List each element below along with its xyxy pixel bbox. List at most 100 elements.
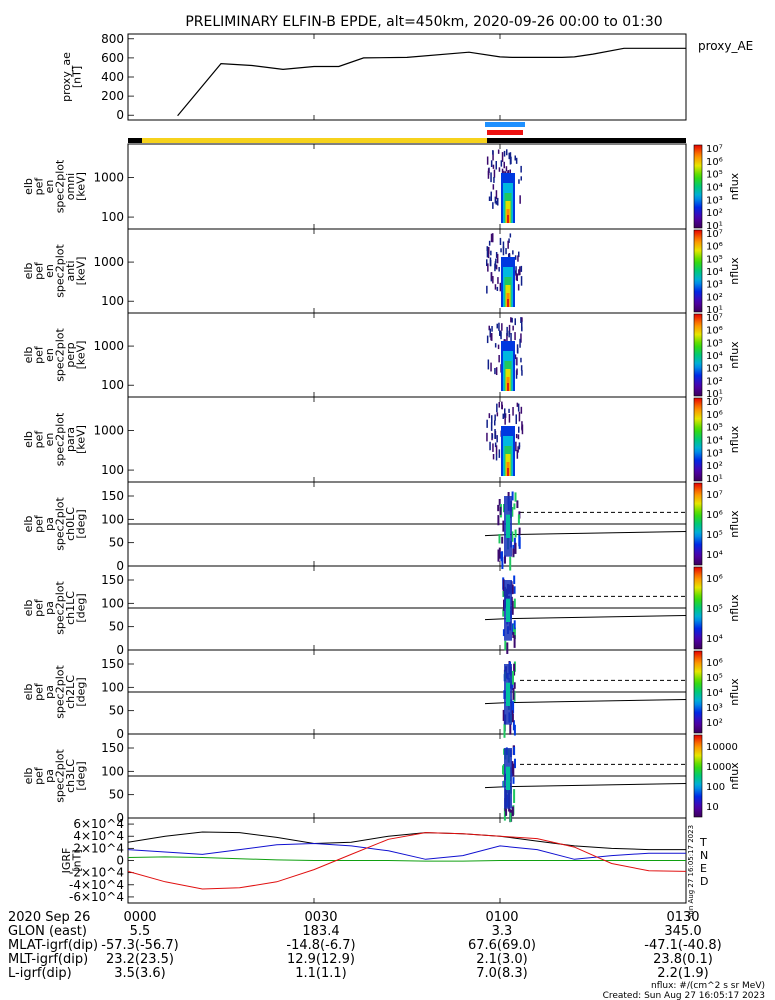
igrf-legend-N: N — [700, 849, 708, 862]
spectrogram-speck — [496, 286, 499, 291]
spectrogram-speck — [494, 284, 497, 290]
colorbar-label: nflux — [728, 762, 741, 790]
pa-speck — [512, 548, 515, 557]
spectrogram-speck — [503, 161, 505, 169]
colorbar-tick-label: 10⁷ — [706, 144, 723, 155]
spectrogram-speck — [521, 317, 523, 322]
colorbar-tick-label: 10⁴ — [706, 436, 723, 447]
status-bar-yellow — [142, 138, 487, 143]
footer-mlt-2: 2.1(3.0) — [476, 952, 528, 967]
footer-mlt-label: MLT-igrf(dip) — [8, 952, 88, 967]
spectrogram-speck — [505, 166, 508, 172]
pa-speck — [513, 627, 516, 640]
colorbar-tick-label: 10⁶ — [706, 326, 723, 337]
footer-lshell-3: 2.2(1.9) — [657, 966, 709, 981]
pa-speck — [506, 642, 509, 654]
y-axis-label: pef — [32, 430, 45, 449]
y-axis-label: spec2plot — [53, 749, 66, 803]
spectrogram-speck — [494, 196, 497, 204]
y-tick-label: -2×10^4 — [69, 866, 124, 880]
y-axis-label: spec2plot — [53, 244, 66, 298]
spectrogram-speck — [495, 367, 498, 376]
y-tick-label: 0 — [116, 854, 124, 868]
colorbar-tick-label: 10¹ — [706, 389, 723, 400]
spectrogram-speck — [519, 266, 521, 276]
spectrogram-speck — [504, 415, 506, 425]
axis-frame-spec_anti — [127, 228, 687, 314]
spectrogram-speck — [518, 442, 521, 448]
footer-mlat-3: -47.1(-40.8) — [644, 938, 721, 953]
pa-speck — [513, 663, 516, 676]
y-tick-label: 100 — [101, 463, 124, 477]
colorbar-tick-label: 100 — [706, 782, 725, 793]
footer-lshell-1: 1.1(1.1) — [295, 966, 347, 981]
y-tick-label: 200 — [101, 89, 124, 103]
y-tick-label: 0 — [116, 643, 124, 657]
colorbar-tick-label: 10¹ — [706, 305, 723, 316]
igrf-line-N — [127, 842, 686, 860]
spectrogram-speck — [493, 169, 496, 178]
spectrogram-speck — [495, 258, 497, 264]
spectrogram-speck — [490, 422, 493, 431]
spectrogram-speck — [508, 330, 510, 338]
spectrogram-speck — [520, 333, 522, 343]
colorbar-tick-label: 1000 — [706, 762, 731, 773]
pa-speck — [511, 600, 514, 615]
side-stamp: Sun Aug 27 16:05:17 2023 — [687, 825, 695, 919]
spectrogram-speck — [520, 265, 523, 272]
colorbar-label: nflux — [728, 510, 741, 538]
footer-mlt-0: 23.2(23.5) — [106, 952, 174, 967]
spectrogram-speck — [490, 172, 492, 183]
spectrogram-speck — [494, 414, 496, 421]
igrf-legend-T: T — [699, 836, 707, 849]
pa-speck — [498, 547, 501, 559]
y-axis-label: proxy_ae — [60, 52, 73, 102]
spectrogram-speck — [490, 233, 493, 243]
spectrogram-speck — [486, 432, 488, 442]
spectrogram-speck — [491, 333, 493, 341]
colorbar-tick-label: 10⁴ — [706, 351, 723, 362]
colorbar-tick-label: 10⁵ — [706, 673, 723, 684]
pa-speck — [502, 629, 505, 637]
spectrogram-speck — [501, 152, 504, 162]
pa-speck — [509, 556, 512, 571]
axes-layer — [127, 33, 703, 904]
igrf-line-D — [127, 832, 687, 890]
pa-speck — [504, 640, 507, 651]
igrf-line-T — [127, 831, 686, 851]
y-axis-label: elb — [22, 516, 35, 533]
y-axis-label: ch3LC — [64, 759, 77, 793]
spectrogram-speck — [515, 441, 517, 452]
pa-speck — [511, 713, 514, 723]
colorbar-tick-label: 10⁶ — [706, 658, 723, 669]
spectrogram-speck — [501, 401, 503, 410]
spectrogram-speck — [495, 190, 498, 200]
y-axis-label: spec2plot — [53, 412, 66, 466]
colorbar-tick-label: 10⁷ — [706, 397, 723, 408]
spectrogram-speck — [508, 152, 510, 160]
colorbar-tick-label: 10⁴ — [706, 267, 723, 278]
y-axis-label: anti — [64, 260, 77, 281]
spectrogram-speck — [509, 156, 512, 165]
spectrogram-speck — [497, 149, 500, 154]
spectrogram-speck — [503, 150, 506, 157]
spectrogram-speck — [520, 365, 523, 371]
y-axis-label: elb — [22, 684, 35, 701]
unit-note: nflux: #/(cm^2 s sr MeV) — [651, 981, 765, 991]
y-tick-label: 50 — [109, 788, 124, 802]
status-bar-red — [487, 130, 523, 135]
colorbar-tick-label: 10² — [706, 461, 723, 472]
y-tick-label: 150 — [101, 741, 124, 755]
spectrogram-speck — [491, 415, 493, 424]
pa-speck — [502, 579, 505, 590]
colorbar-tick-label: 10⁴ — [706, 634, 723, 645]
pa-speck — [497, 515, 500, 526]
spectrogram-speck — [499, 237, 502, 246]
y-tick-label: 0 — [116, 559, 124, 573]
spectrogram-speck — [507, 240, 509, 249]
y-axis-label: spec2plot — [53, 328, 66, 382]
y-tick-label: 50 — [109, 536, 124, 550]
spectrogram-speck — [517, 403, 520, 412]
colorbar-tick-label: 10³ — [706, 703, 723, 714]
spectrogram-speck — [520, 357, 522, 363]
